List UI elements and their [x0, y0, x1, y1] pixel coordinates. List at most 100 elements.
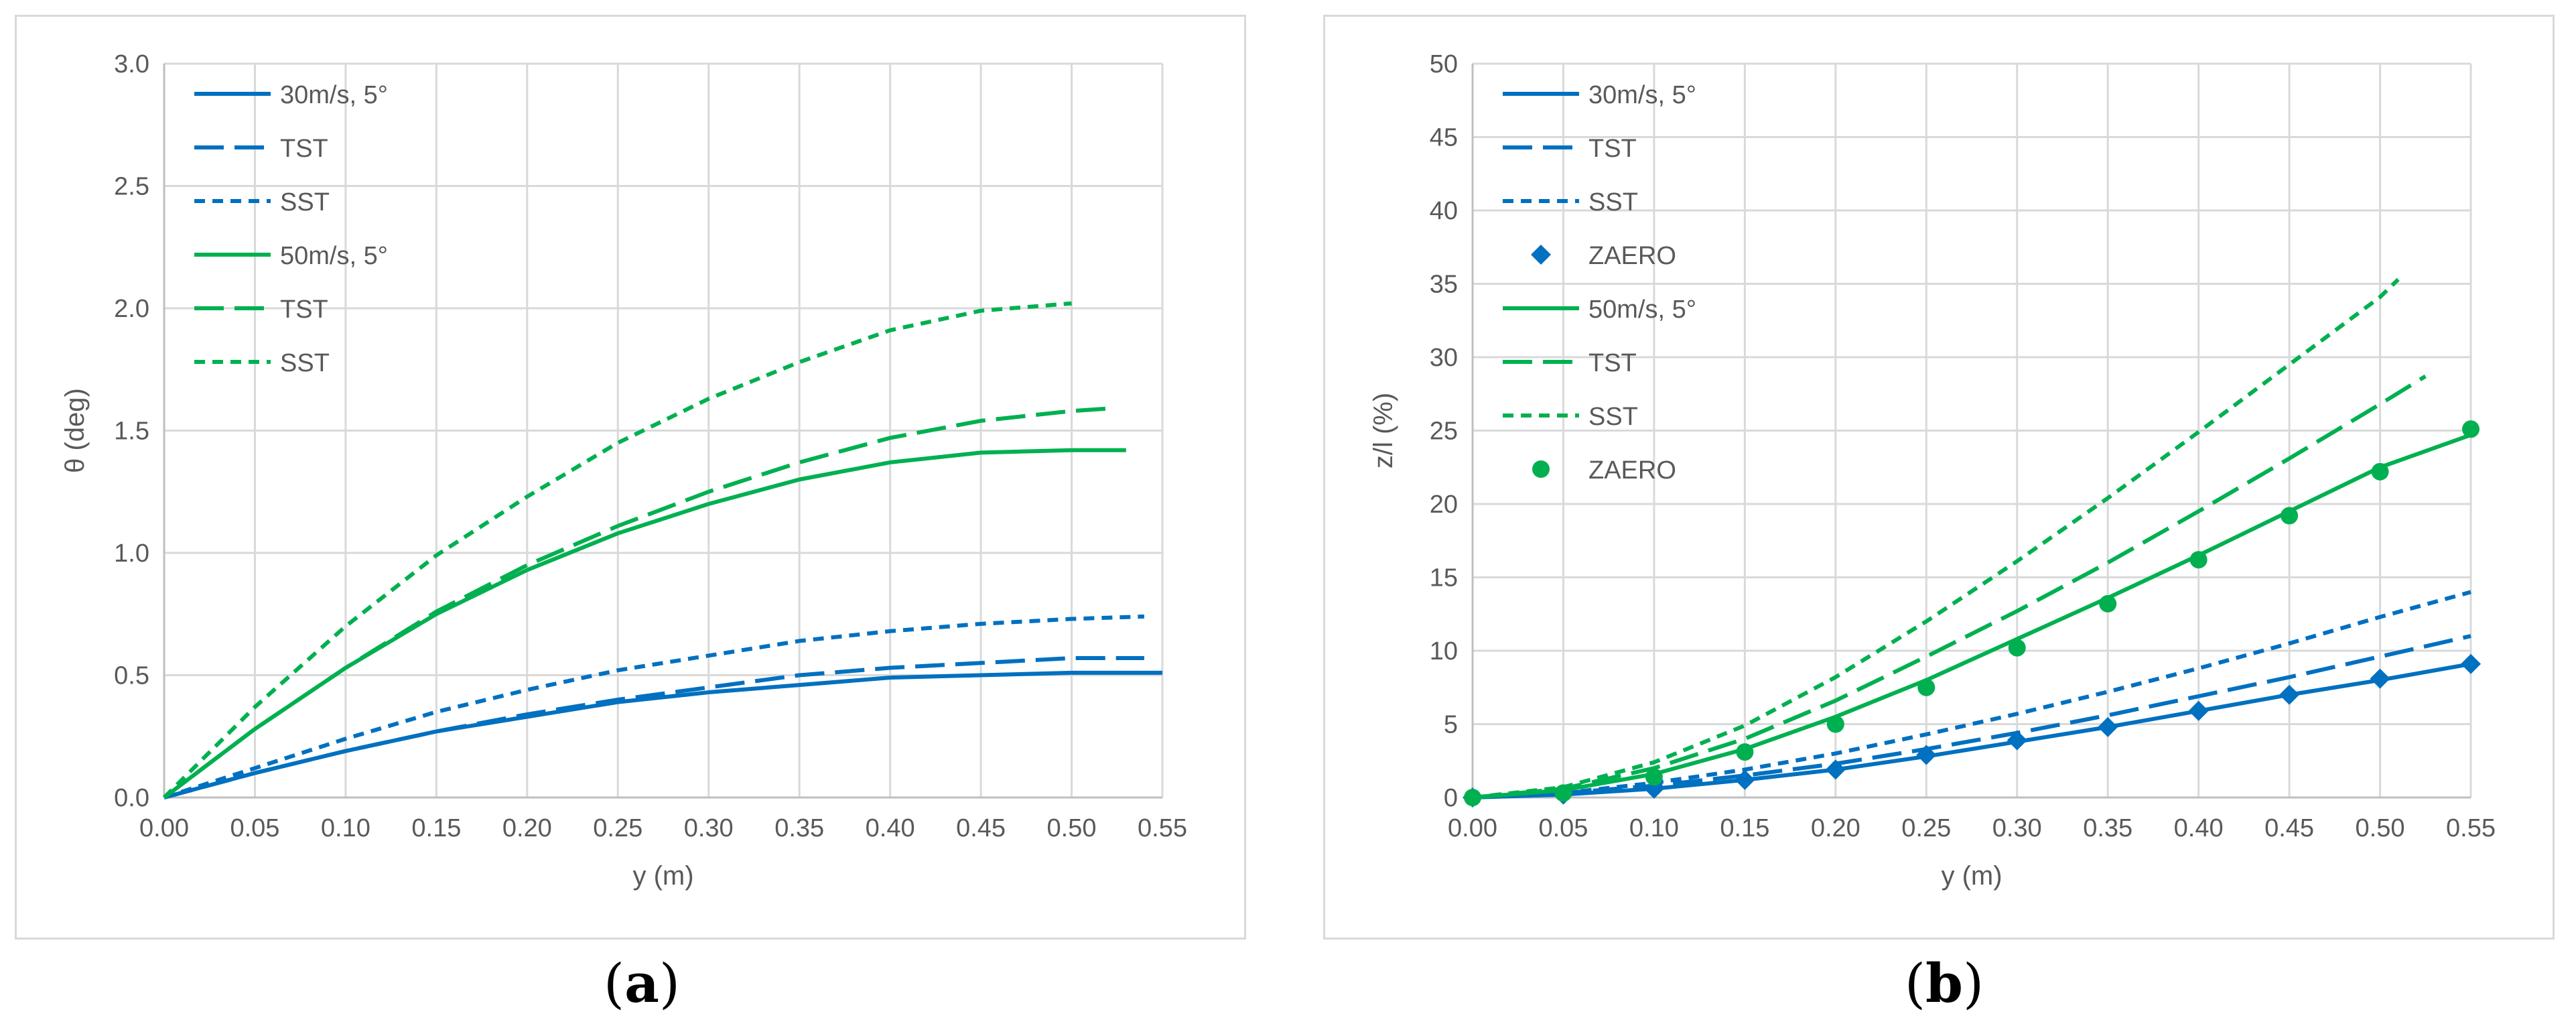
- x-tick-label: 0.35: [774, 814, 824, 842]
- x-tick-label: 0.25: [1901, 814, 1951, 842]
- x-tick-label: 0.15: [411, 814, 461, 842]
- legend-item: TST: [1503, 349, 1637, 377]
- x-axis-title: y (m): [1941, 861, 2002, 891]
- y-tick-label: 2.5: [114, 173, 149, 201]
- y-tick-label: 35: [1430, 271, 1458, 299]
- data-point: [2370, 668, 2390, 689]
- series-line: [1472, 661, 2471, 800]
- x-tick-label: 0.20: [502, 814, 552, 842]
- y-axis-title: θ (deg): [60, 388, 90, 473]
- x-tick-label: 0.45: [956, 814, 1006, 842]
- data-point: [2279, 684, 2300, 705]
- legend-item: SST: [1503, 403, 1638, 431]
- y-tick-label: 0: [1444, 784, 1458, 812]
- y-tick-label: 3.0: [114, 50, 149, 78]
- data-point: [2008, 639, 2026, 657]
- series-4: [1463, 653, 2481, 808]
- x-tick-label: 0.25: [593, 814, 642, 842]
- caption-b: (b): [1904, 952, 1984, 1015]
- data-point: [1735, 769, 1755, 790]
- y-tick-label: 1.0: [114, 539, 149, 568]
- series-line: [1472, 634, 2471, 800]
- legend-item: TST: [194, 135, 328, 163]
- data-point: [2099, 594, 2117, 613]
- x-tick-label: 0.50: [2356, 814, 2405, 842]
- x-tick-label: 0.45: [2264, 814, 2314, 842]
- legend-label: SST: [280, 349, 330, 377]
- x-tick-label: 0.30: [684, 814, 734, 842]
- legend-label: ZAERO: [1588, 242, 1676, 270]
- legend-label: SST: [280, 188, 330, 216]
- series-5: [163, 406, 1108, 800]
- y-tick-label: 20: [1430, 491, 1458, 519]
- y-tick-label: 40: [1430, 197, 1458, 225]
- data-point: [1464, 789, 1481, 806]
- legend-label: SST: [1588, 403, 1638, 431]
- series-line: [1472, 590, 2471, 800]
- x-tick-label: 0.50: [1047, 814, 1097, 842]
- y-tick-label: 2.0: [114, 295, 149, 323]
- legend-item: SST: [194, 188, 330, 216]
- series-8: [1464, 420, 2480, 806]
- series-line: [1472, 277, 2400, 800]
- series-line: [1472, 433, 2472, 800]
- data-point: [1554, 784, 1572, 802]
- x-tick-label: 0.40: [866, 814, 915, 842]
- legend-label: 30m/s, 5°: [1588, 81, 1696, 109]
- series-2: [163, 655, 1144, 800]
- x-tick-label: 0.30: [1992, 814, 2042, 842]
- data-point: [2189, 551, 2208, 569]
- data-point: [2098, 716, 2118, 737]
- legend-item: TST: [1503, 135, 1637, 163]
- series-line: [163, 655, 1144, 800]
- gridlines: [164, 62, 1164, 797]
- y-tick-label: 15: [1430, 564, 1458, 592]
- data-point: [1916, 745, 1937, 765]
- x-tick-label: 0.15: [1720, 814, 1769, 842]
- legend-label: TST: [1588, 349, 1637, 377]
- legend-label: ZAERO: [1588, 456, 1676, 485]
- legend-item: ZAERO: [1532, 456, 1676, 485]
- data-point: [2188, 700, 2209, 721]
- legend-item: TST: [194, 296, 328, 324]
- x-axis-title: y (m): [632, 861, 693, 891]
- legend-marker: [1532, 460, 1550, 478]
- series-6: [1472, 374, 2427, 800]
- legend-item: 30m/s, 5°: [194, 81, 388, 109]
- chart-panel-a: 0.00 0.05 0.10 0.15 0.20 0.25 0.30 0.35 0.40 0.45…: [15, 15, 1246, 940]
- legend-item: SST: [194, 349, 330, 377]
- y-axis-title: z/l (%): [1369, 393, 1398, 468]
- data-point: [1825, 759, 1846, 780]
- data-point: [1917, 678, 1936, 696]
- legend-item: SST: [1503, 188, 1638, 216]
- x-tick-label: 0.00: [1448, 814, 1497, 842]
- series-line: [162, 301, 1072, 800]
- legend-label: 50m/s, 5°: [1588, 296, 1696, 324]
- data-point: [1736, 743, 1754, 761]
- legend-item: ZAERO: [1531, 242, 1676, 270]
- y-tick-label: 50: [1430, 50, 1458, 78]
- legend-item: 30m/s, 5°: [1503, 81, 1696, 109]
- series-7: [1472, 277, 2400, 800]
- legend: 30m/s, 5° TST SST 50m/s, 5° TST SST: [194, 81, 388, 377]
- chart-a: 0.00 0.05 0.10 0.15 0.20 0.25 0.30 0.35 0.40 0.45…: [60, 50, 1187, 891]
- series-2: [1472, 634, 2471, 800]
- y-tick-label: 0.5: [114, 662, 149, 690]
- y-tick-label: 10: [1430, 637, 1458, 665]
- x-tick-label: 0.10: [321, 814, 370, 842]
- data-point: [2461, 653, 2481, 674]
- series-line: [163, 406, 1108, 800]
- y-tick-label: 1.5: [114, 418, 149, 446]
- series-line: [163, 614, 1145, 800]
- data-point: [2371, 462, 2389, 481]
- series-3: [163, 614, 1145, 800]
- legend-label: TST: [280, 296, 328, 324]
- legend-label: 30m/s, 5°: [280, 81, 388, 109]
- x-tick-label: 0.00: [139, 814, 189, 842]
- legend-label: SST: [1588, 188, 1638, 216]
- series-6: [162, 301, 1072, 800]
- legend-label: 50m/s, 5°: [280, 242, 388, 270]
- x-tick-label: 0.55: [1138, 814, 1187, 842]
- legend-label: TST: [1588, 135, 1637, 163]
- y-tick-label: 25: [1430, 418, 1458, 446]
